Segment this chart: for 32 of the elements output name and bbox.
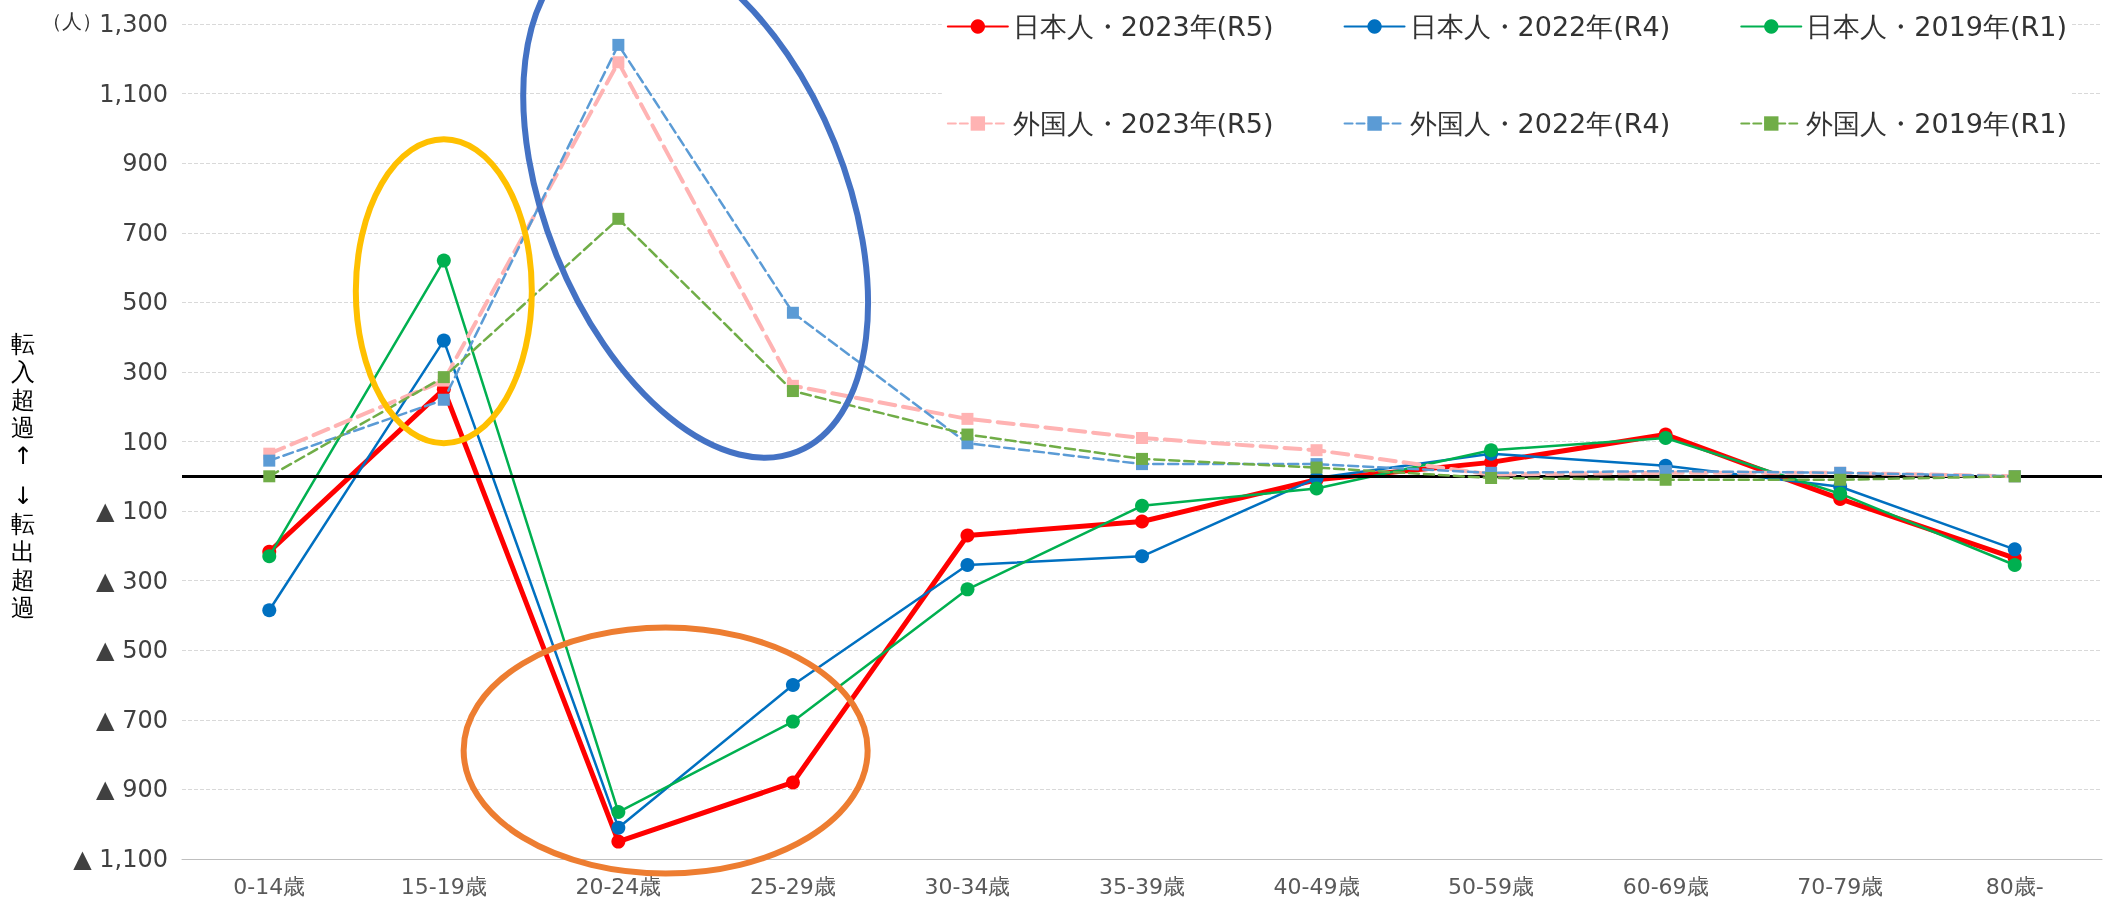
x-tick-label: 25-29歳 xyxy=(749,873,836,899)
x-tick-label: 0-14歳 xyxy=(233,873,306,899)
text: （人） xyxy=(42,8,102,35)
y-tick-label: ▲ 1,100 xyxy=(73,845,168,873)
y-tick-label: 700 xyxy=(122,218,168,247)
legend-label: 外国人・2019年(R1) xyxy=(1806,108,2067,139)
y-tick-label: ▲ 300 xyxy=(96,566,168,595)
legend-label: 日本人・2022年(R4) xyxy=(1409,11,1671,42)
x-tick-label: 80歳- xyxy=(1985,873,2044,899)
x-tick-label: 35-39歳 xyxy=(1099,873,1185,899)
y-tick-label: 1,300 xyxy=(99,10,168,38)
x-tick-label: 30-34歳 xyxy=(924,873,1011,899)
x-tick-label: 20-24歳 xyxy=(575,873,662,899)
x-tick-label: 15-19歳 xyxy=(400,873,487,899)
legend-label: 日本人・2023年(R5) xyxy=(1012,11,1274,42)
x-tick-label: 70-79歳 xyxy=(1797,873,1884,899)
legend-label: 外国人・2022年(R4) xyxy=(1409,108,1671,139)
y-tick-label: 500 xyxy=(122,288,168,317)
y-tick-label: 100 xyxy=(122,427,168,456)
text: 転入超過↑ ↓転出超過 xyxy=(11,330,35,623)
legend-label: 外国人・2023年(R5) xyxy=(1012,108,1274,139)
y-tick-label: ▲ 700 xyxy=(96,705,168,734)
y-tick-label: 1,100 xyxy=(99,79,168,108)
y-tick-label: ▲ 500 xyxy=(96,636,168,665)
y-tick-label: 900 xyxy=(122,149,168,178)
x-tick-label: 40-49歳 xyxy=(1273,873,1360,899)
y-tick-label: 300 xyxy=(122,357,168,386)
x-tick-label: 50-59歳 xyxy=(1448,873,1535,899)
y-tick-label: ▲ 100 xyxy=(96,497,168,526)
y-tick-label: ▲ 900 xyxy=(96,775,168,804)
x-tick-label: 60-69歳 xyxy=(1622,873,1709,899)
legend-label: 日本人・2019年(R1) xyxy=(1806,11,2067,42)
